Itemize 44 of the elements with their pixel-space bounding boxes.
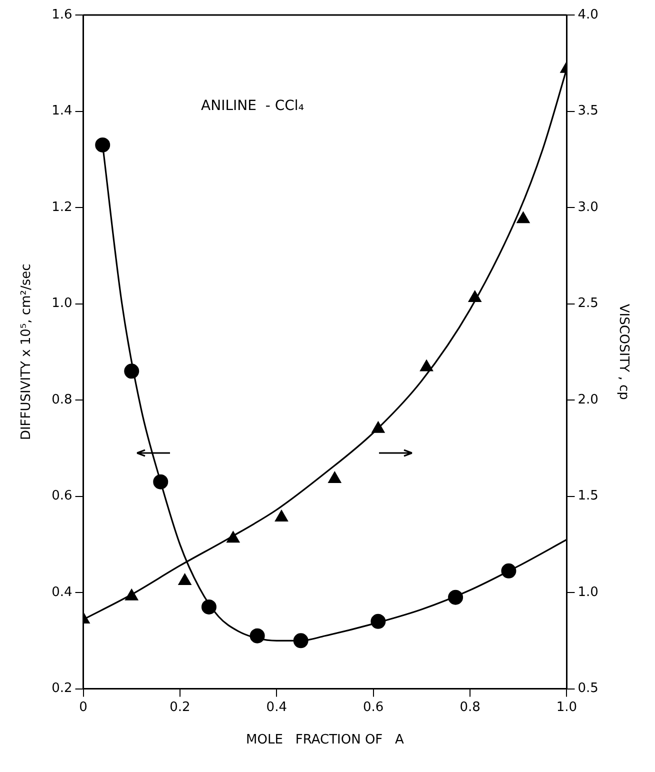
x-tick-label: 0.6 [363, 700, 384, 715]
y2-tick-label: 2.0 [578, 392, 598, 408]
point [516, 212, 530, 224]
y2-tick-label: 4.0 [578, 7, 598, 22]
y-tick-label: 0.4 [52, 584, 72, 600]
point [250, 628, 265, 644]
point [372, 421, 385, 433]
x-tick-label: 0.2 [170, 700, 190, 715]
y-tick-label: 0.8 [52, 392, 72, 408]
point [201, 599, 216, 614]
point [274, 510, 288, 522]
x-axis-title: MOLE FRACTION OF A [246, 732, 404, 748]
y-tick-label: 1.0 [52, 296, 72, 312]
y-tick-label: 0.2 [52, 681, 72, 696]
y2-tick-label: 3.5 [578, 104, 598, 119]
point [420, 360, 434, 372]
point [124, 364, 140, 379]
x-tick-label: 1.0 [556, 700, 578, 715]
y-tick-label: 1.4 [52, 104, 72, 119]
y-tick-label: 1.2 [52, 200, 72, 215]
y2-tick-label: 2.5 [578, 296, 598, 312]
point [468, 290, 482, 302]
x-tick-label: 0.8 [460, 700, 480, 715]
point [153, 474, 168, 490]
point [178, 573, 192, 585]
point [448, 590, 464, 605]
y2-tick-label: 0.5 [578, 681, 598, 696]
point [328, 471, 342, 483]
y2-tick-label: 1.5 [578, 488, 598, 504]
annotation: ANILINE - CCl₄ [201, 98, 304, 114]
point [95, 137, 110, 152]
y2-tick-label: 1.0 [578, 584, 598, 600]
y-axis-title: DIFFUSIVITY x 10⁵, cm²/sec [19, 264, 34, 440]
x-tick-label: 0 [79, 700, 88, 715]
y-tick-label: 1.6 [52, 7, 72, 22]
point [226, 531, 240, 543]
y2-tick-label: 3.0 [578, 200, 598, 215]
point [370, 614, 386, 629]
y-tick-label: 0.6 [52, 488, 72, 504]
point [293, 633, 308, 648]
y2-axis-title: VISCOSITY , cp [616, 304, 631, 400]
point [125, 588, 138, 600]
point [501, 563, 516, 578]
x-tick-label: 0.4 [266, 700, 287, 715]
